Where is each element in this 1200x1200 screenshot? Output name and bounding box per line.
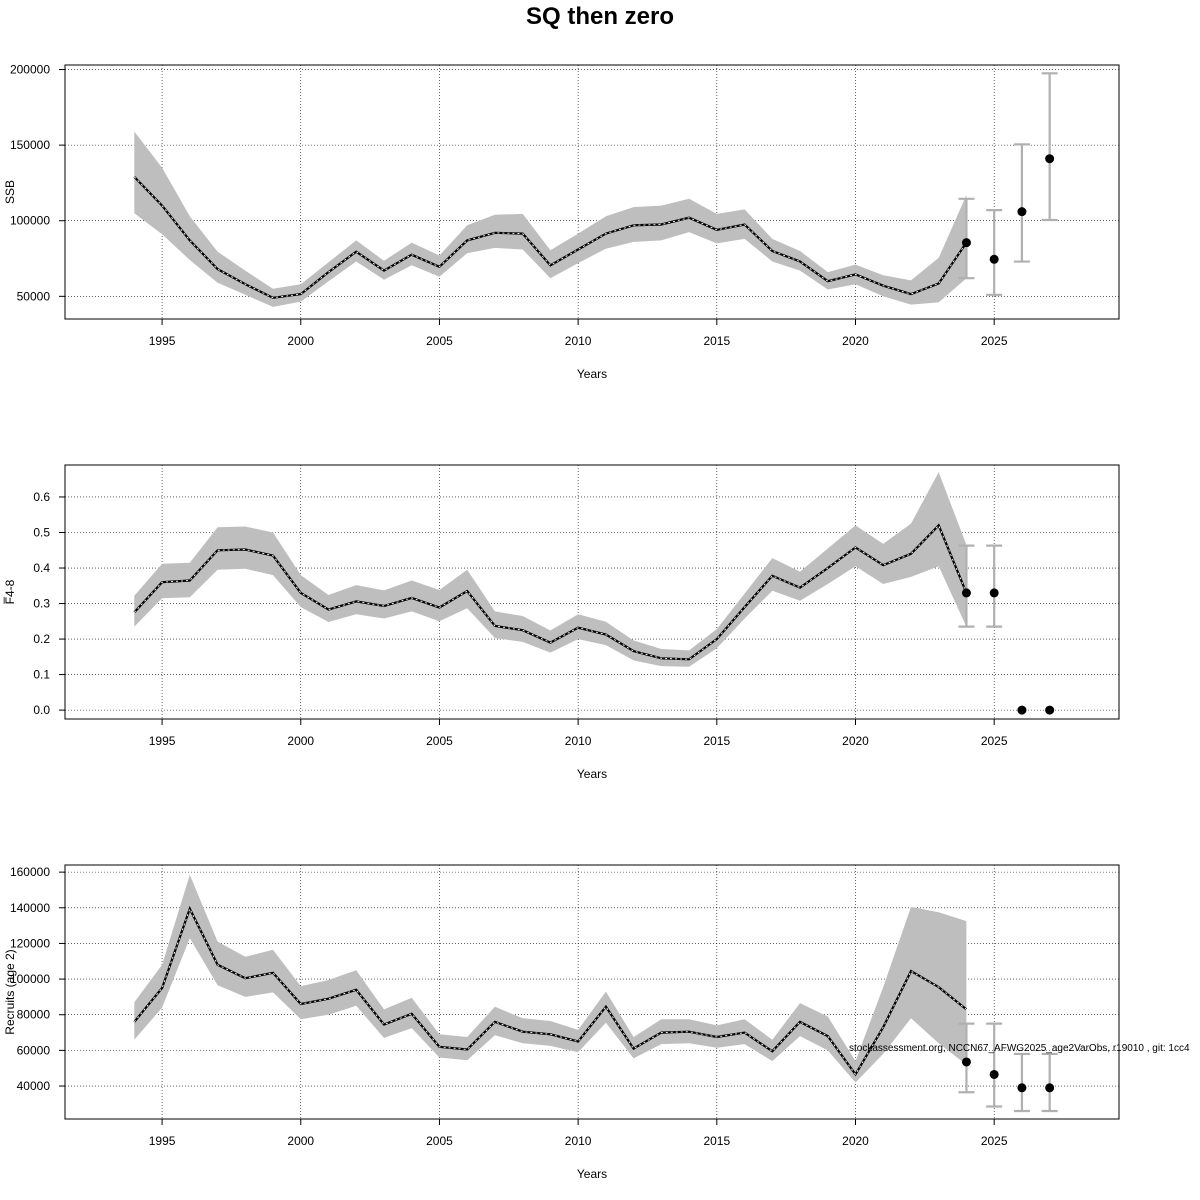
forecast-point (1017, 207, 1027, 217)
chart-title: SQ then zero (526, 3, 674, 30)
panel-1: 1995 2000 2005 2010 2015 2020 2025 50000 100000 1… (3, 63, 1120, 381)
confidence-band (134, 472, 967, 667)
confidence-band (134, 131, 967, 307)
y-tick-label: 0.5 (33, 525, 50, 539)
y-axis-label: SSB (3, 180, 17, 204)
y-tick-label: 200000 (10, 63, 50, 77)
forecast-point (1045, 705, 1055, 715)
x-tick-label: 2000 (287, 1134, 314, 1148)
x-tick-label: 2025 (981, 334, 1008, 348)
x-tick-label: 2005 (426, 734, 453, 748)
x-tick-label: 2000 (287, 734, 314, 748)
y-tick-label: 140000 (10, 901, 50, 915)
x-tick-label: 2010 (565, 734, 592, 748)
y-tick-label: 0.0 (33, 703, 50, 717)
x-tick-label: 2025 (981, 1134, 1008, 1148)
forecast-point (989, 254, 999, 264)
y-tick-label: 80000 (17, 1008, 51, 1022)
x-axis-label: Years (577, 767, 607, 781)
y-axis-label: Recruits (age 2) (3, 949, 17, 1034)
x-tick-label: 2020 (842, 734, 869, 748)
panel-3: 1995 2000 2005 2010 2015 2020 2025 40000 60000 80… (3, 864, 1120, 1181)
x-tick-label: 2015 (703, 334, 730, 348)
y-tick-label: 100000 (10, 214, 50, 228)
forecast-point (961, 588, 971, 598)
panel-2: 1995 2000 2005 2010 2015 2020 2025 0.0 0.1 0.2 0.3… (3, 464, 1120, 781)
forecast-point (961, 1057, 971, 1067)
y-tick-label: 160000 (10, 865, 50, 879)
estimate-line-dots (133, 524, 967, 660)
y-tick-label: 0.2 (33, 632, 50, 646)
x-tick-label: 2015 (703, 734, 730, 748)
confidence-band (134, 874, 967, 1083)
forecast-point (961, 238, 971, 248)
forecast-point (1017, 1083, 1027, 1093)
y-tick-label: 100000 (10, 972, 50, 986)
x-tick-label: 2005 (426, 1134, 453, 1148)
y-axis-label: F̅4-8 (3, 579, 17, 604)
y-tick-label: 0.1 (33, 668, 50, 682)
forecast-point (1045, 1083, 1055, 1093)
y-tick-label: 120000 (10, 936, 50, 950)
forecast-point (989, 588, 999, 598)
y-tick-label: 60000 (17, 1043, 51, 1057)
estimate-line-dots (133, 176, 967, 299)
y-tick-label: 50000 (17, 289, 51, 303)
y-tick-label: 150000 (10, 138, 50, 152)
x-tick-label: 2005 (426, 334, 453, 348)
forecast-point (1045, 154, 1055, 164)
x-tick-label: 2015 (703, 1134, 730, 1148)
x-tick-label: 1995 (149, 734, 176, 748)
x-tick-label: 1995 (149, 334, 176, 348)
estimate-line-dots (133, 907, 967, 1076)
x-axis-label: Years (577, 367, 607, 381)
y-tick-label: 0.3 (33, 597, 50, 611)
x-tick-label: 1995 (149, 1134, 176, 1148)
forecast-point (1017, 705, 1027, 715)
x-tick-label: 2010 (565, 1134, 592, 1148)
x-tick-label: 2020 (842, 1134, 869, 1148)
plot-frame (64, 464, 1120, 720)
footnote-text: stockassessment.org, NCCN67_AFWG2025_age… (849, 1043, 1190, 1054)
plot-frame (64, 864, 1120, 1120)
y-tick-label: 40000 (17, 1079, 51, 1093)
forecast-point (989, 1069, 999, 1079)
plot-frame (64, 64, 1120, 320)
y-tick-label: 0.4 (33, 561, 50, 575)
x-axis-label: Years (577, 1167, 607, 1181)
y-tick-label: 0.6 (33, 490, 50, 504)
x-tick-label: 2000 (287, 334, 314, 348)
x-tick-label: 2025 (981, 734, 1008, 748)
x-tick-label: 2020 (842, 334, 869, 348)
x-tick-label: 2010 (565, 334, 592, 348)
